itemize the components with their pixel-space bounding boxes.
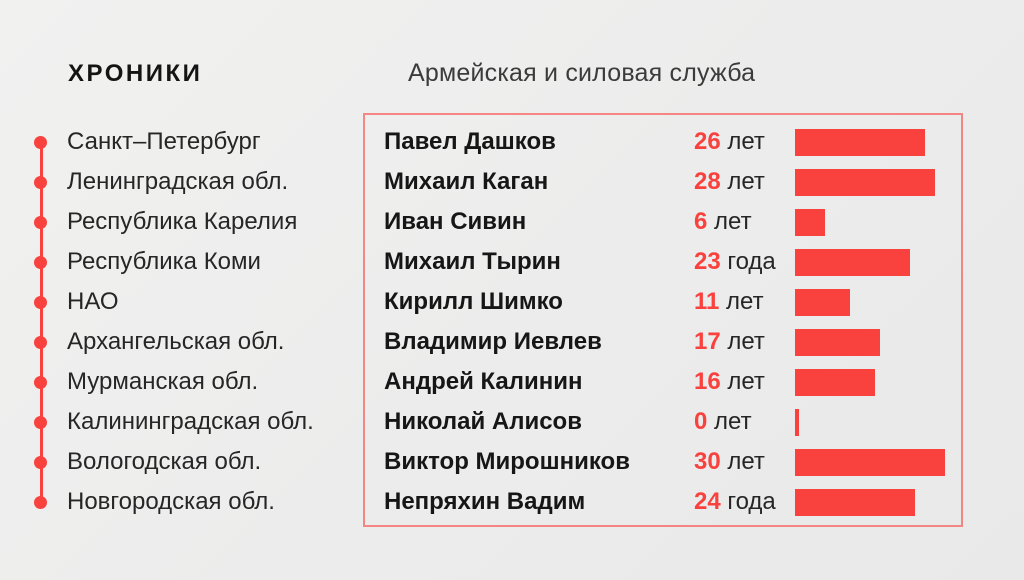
person-term-value: 28 лет — [694, 168, 795, 196]
term-number: 23 — [694, 248, 721, 275]
term-bar — [795, 448, 945, 476]
person-name: Михаил Тырин — [384, 248, 561, 275]
chart-row: Михаил Каган 28 лет — [365, 162, 961, 202]
region-label: Архангельская обл. — [67, 328, 285, 355]
person-name: Виктор Мирошников — [384, 448, 630, 475]
region-label: Новгородская обл. — [67, 488, 275, 515]
chart-row: Владимир Иевлев 17 лет — [365, 322, 961, 362]
region-item: Санкт–Петербург — [34, 122, 314, 162]
term-unit: года — [727, 248, 776, 275]
chart-panel: Павел Дашков 26 лет Михаил Каган 28 лет Иван… — [363, 113, 963, 527]
page-title: Армейская и силовая служба — [408, 59, 756, 87]
term-bar — [795, 168, 935, 196]
term-bar — [795, 488, 915, 516]
chart-row: Павел Дашков 26 лет — [365, 122, 961, 162]
region-item: Архангельская обл. — [34, 322, 314, 362]
person-name: Иван Сивин — [384, 208, 527, 235]
term-bar — [795, 368, 875, 396]
term-number: 0 — [694, 408, 708, 435]
chart-row: Михаил Тырин 23 года — [365, 242, 961, 282]
region-item: Мурманская обл. — [34, 362, 314, 402]
chart-row: Николай Алисов 0 лет — [365, 402, 961, 442]
region-label: Республика Карелия — [67, 208, 298, 235]
term-unit: года — [727, 488, 776, 515]
region-item: Вологодская обл. — [34, 442, 314, 482]
person-term-value: 6 лет — [694, 208, 795, 236]
region-label: Ленинградская обл. — [67, 168, 289, 195]
person-name: Андрей Калинин — [384, 368, 583, 395]
region-label: НАО — [67, 288, 119, 315]
term-unit: лет — [727, 168, 765, 195]
bullet-dot-icon — [34, 335, 47, 349]
term-unit: лет — [727, 368, 765, 395]
term-number: 11 — [694, 288, 720, 315]
region-label: Санкт–Петербург — [67, 128, 261, 155]
region-item: Калининградская обл. — [34, 402, 314, 442]
term-unit: лет — [726, 288, 764, 315]
region-label: Республика Коми — [67, 248, 261, 275]
chart-row: Виктор Мирошников 30 лет — [365, 442, 961, 482]
region-item: Республика Карелия — [34, 202, 314, 242]
chart-row: Кирилл Шимко 11 лет — [365, 282, 961, 322]
bullet-dot-icon — [34, 295, 47, 309]
person-term-value: 23 года — [694, 248, 795, 276]
term-number: 28 — [694, 168, 721, 195]
bullet-dot-icon — [34, 255, 47, 269]
chart-row: Андрей Калинин 16 лет — [365, 362, 961, 402]
person-term-value: 0 лет — [694, 408, 795, 436]
person-name: Николай Алисов — [384, 408, 582, 435]
term-bar — [795, 128, 925, 156]
bullet-dot-icon — [34, 215, 47, 229]
person-name: Михаил Каган — [384, 168, 549, 195]
timeline-connector-line — [39, 144, 43, 501]
term-number: 6 — [694, 208, 708, 235]
person-name: Кирилл Шимко — [384, 288, 563, 315]
brand-logo: ХРОНИКИ — [68, 60, 203, 87]
term-bar — [795, 248, 910, 276]
region-label: Вологодская обл. — [67, 448, 262, 475]
person-name: Владимир Иевлев — [384, 328, 602, 355]
region-label: Калининградская обл. — [67, 408, 314, 435]
region-item: Ленинградская обл. — [34, 162, 314, 202]
person-term-value: 26 лет — [694, 128, 795, 156]
chart-rows: Павел Дашков 26 лет Михаил Каган 28 лет Иван… — [365, 122, 961, 522]
region-label: Мурманская обл. — [67, 368, 259, 395]
term-unit: лет — [727, 128, 765, 155]
term-unit: лет — [714, 408, 752, 435]
term-bar — [795, 288, 850, 316]
term-unit: лет — [727, 328, 765, 355]
person-term-value: 17 лет — [694, 328, 795, 356]
bullet-dot-icon — [34, 415, 47, 429]
bullet-dot-icon — [34, 495, 47, 509]
bullet-dot-icon — [34, 175, 47, 189]
region-item: Республика Коми — [34, 242, 314, 282]
term-bar — [795, 328, 880, 356]
region-item: НАО — [34, 282, 314, 322]
region-item: Новгородская обл. — [34, 482, 314, 522]
person-name: Павел Дашков — [384, 128, 556, 155]
person-term-value: 11 лет — [694, 288, 795, 316]
term-bar — [795, 408, 799, 436]
term-bar — [795, 208, 825, 236]
bullet-dot-icon — [34, 135, 47, 149]
term-unit: лет — [727, 448, 765, 475]
bullet-dot-icon — [34, 375, 47, 389]
person-term-value: 30 лет — [694, 448, 795, 476]
term-number: 17 — [694, 328, 721, 355]
term-unit: лет — [714, 208, 752, 235]
term-number: 30 — [694, 448, 721, 475]
region-list: Санкт–Петербург Ленинградская обл. Республ… — [34, 122, 314, 522]
term-number: 16 — [694, 368, 721, 395]
chart-row: Иван Сивин 6 лет — [365, 202, 961, 242]
chart-row: Непряхин Вадим 24 года — [365, 482, 961, 522]
person-term-value: 24 года — [694, 488, 795, 516]
person-name: Непряхин Вадим — [384, 488, 586, 515]
term-number: 26 — [694, 128, 721, 155]
term-number: 24 — [694, 488, 721, 515]
person-term-value: 16 лет — [694, 368, 795, 396]
bullet-dot-icon — [34, 455, 47, 469]
